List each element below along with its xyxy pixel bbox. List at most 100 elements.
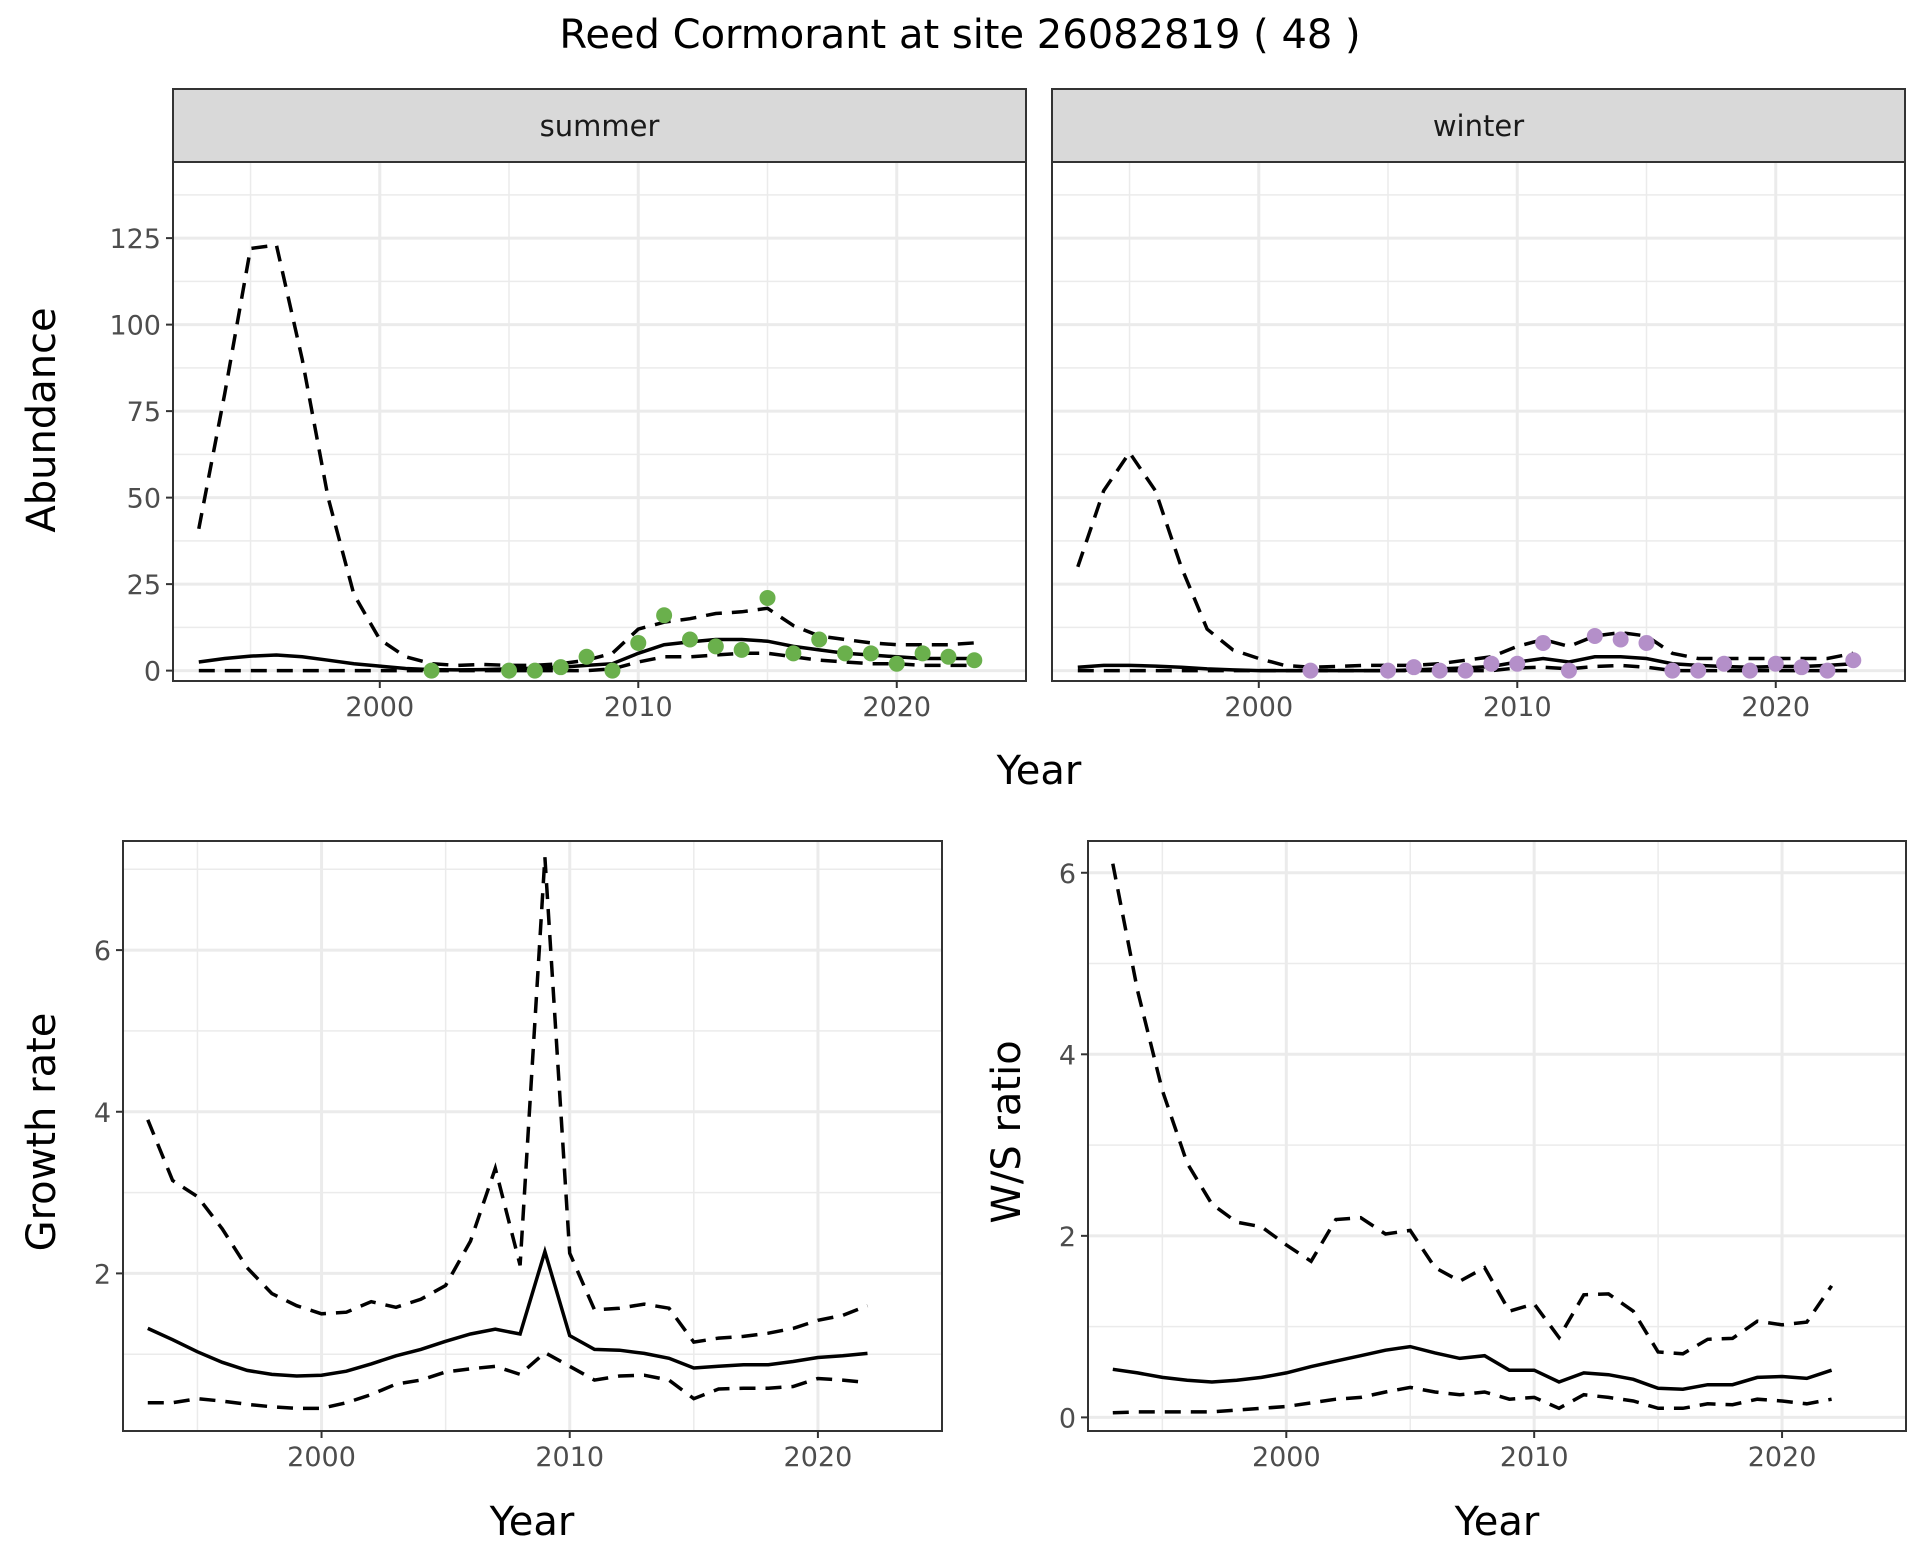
abundance-chart: summer winter 2000 2010 2020 2000 2010 2020 … — [19, 88, 1906, 794]
x-tick-label: 2010 — [535, 1442, 604, 1473]
x-tick-label: 2010 — [1500, 1442, 1569, 1473]
ws-ratio-y-axis-title: W/S ratio — [984, 1040, 1030, 1223]
x-tick-label: 2020 — [862, 692, 931, 723]
observation-point — [759, 589, 776, 606]
y-tick-label: 125 — [109, 224, 161, 255]
observation-point — [1741, 662, 1758, 679]
observation-point — [966, 652, 983, 669]
upper-ci-line — [1111, 863, 1834, 1356]
y-tick-label: 6 — [1059, 859, 1076, 890]
x-tick-label: 2020 — [1748, 1442, 1817, 1473]
x-tick-label: 2000 — [1224, 692, 1293, 723]
x-tick-label: 2020 — [1741, 692, 1810, 723]
observation-point — [1819, 662, 1836, 679]
y-tick-label: 0 — [1059, 1403, 1076, 1434]
observation-point — [1380, 662, 1397, 679]
panel-background — [1088, 841, 1906, 1431]
y-tick-label: 25 — [127, 570, 161, 601]
x-tick-label: 2000 — [345, 692, 414, 723]
observation-point — [423, 662, 440, 679]
y-tick-label: 4 — [1059, 1040, 1076, 1071]
observation-point — [1638, 634, 1655, 651]
observation-point — [1483, 655, 1500, 672]
y-tick-label: 100 — [109, 311, 161, 342]
observation-point — [940, 648, 957, 665]
lower-ci-line — [1112, 1385, 1832, 1415]
winter-strip-label: winter — [1433, 109, 1524, 143]
y-tick-label: 4 — [94, 1098, 111, 1129]
panel-border — [172, 161, 1027, 682]
growth-rate-chart: 2000 2010 2020 2 4 6 Growth rate Year — [19, 840, 943, 1545]
observation-point — [1405, 659, 1422, 676]
panel-border — [1087, 840, 1907, 1432]
observation-point — [862, 645, 879, 662]
lower-ci-line — [147, 1350, 868, 1411]
observation-point — [707, 638, 724, 655]
ws-ratio-x-axis-title: Year — [1454, 1499, 1540, 1545]
observation-point — [1664, 662, 1681, 679]
observation-point — [1845, 652, 1862, 669]
x-tick-label: 2010 — [1483, 692, 1552, 723]
observation-point — [888, 655, 905, 672]
observation-point — [837, 645, 854, 662]
panel-border — [122, 840, 943, 1432]
observation-point — [811, 631, 828, 648]
observation-point — [1612, 631, 1629, 648]
panel-background — [123, 841, 942, 1431]
x-tick-label: 2000 — [287, 1442, 356, 1473]
y-tick-label: 50 — [127, 484, 161, 515]
summer-strip: summer — [172, 88, 1027, 163]
observation-point — [733, 641, 750, 658]
y-tick-label: 75 — [127, 397, 161, 428]
observation-point — [1716, 655, 1733, 672]
growth-rate-panel: 2000 2010 2020 2 4 6 — [94, 840, 943, 1473]
panel-background — [1052, 162, 1905, 681]
abundance-y-axis-title: Abundance — [19, 307, 65, 532]
observation-point — [914, 645, 931, 662]
observation-point — [630, 634, 647, 651]
observation-point — [1690, 662, 1707, 679]
ws-ratio-chart: 2000 2010 2020 0 2 4 6 W/S ratio Year — [984, 840, 1907, 1545]
figure-title: Reed Cormorant at site 26082819 ( 48 ) — [559, 12, 1360, 58]
observation-point — [526, 662, 543, 679]
observation-point — [1560, 662, 1577, 679]
observation-point — [604, 662, 621, 679]
observation-point — [501, 662, 518, 679]
observation-point — [785, 645, 802, 662]
abundance-x-axis-title: Year — [996, 748, 1082, 794]
observation-point — [1793, 659, 1810, 676]
summer-strip-label: summer — [540, 109, 660, 143]
ws-ratio-panel: 2000 2010 2020 0 2 4 6 — [1059, 840, 1907, 1473]
x-tick-label: 2010 — [604, 692, 673, 723]
panel-border — [1051, 161, 1906, 682]
growth-rate-y-axis-title: Growth rate — [19, 1013, 65, 1252]
y-tick-label: 2 — [1059, 1222, 1076, 1253]
x-tick-label: 2020 — [784, 1442, 853, 1473]
winter-panel: 2000 2010 2020 — [1051, 161, 1906, 723]
estimate-line — [1112, 1344, 1833, 1391]
observation-point — [552, 659, 569, 676]
abundance-y-axis: 0 25 50 75 100 125 — [109, 224, 173, 688]
observation-point — [578, 648, 595, 665]
summer-strip-background — [172, 88, 1027, 163]
winter-strip: winter — [1051, 88, 1906, 163]
observation-point — [1509, 655, 1526, 672]
winter-strip-background — [1051, 88, 1906, 163]
summer-panel: 2000 2010 2020 — [172, 161, 1027, 723]
observation-point — [656, 607, 673, 624]
observation-point — [1535, 634, 1552, 651]
growth-rate-x-axis-title: Year — [489, 1499, 575, 1545]
observation-point — [1302, 662, 1319, 679]
y-tick-label: 2 — [94, 1259, 111, 1290]
x-tick-label: 2000 — [1252, 1442, 1321, 1473]
observation-point — [681, 631, 698, 648]
y-tick-label: 0 — [144, 657, 161, 688]
upper-ci-line — [146, 857, 869, 1344]
observation-point — [1431, 662, 1448, 679]
panel-background — [173, 162, 1026, 681]
observation-point — [1586, 628, 1603, 645]
estimate-line — [147, 1245, 868, 1378]
observation-point — [1457, 662, 1474, 679]
observation-point — [1767, 655, 1784, 672]
